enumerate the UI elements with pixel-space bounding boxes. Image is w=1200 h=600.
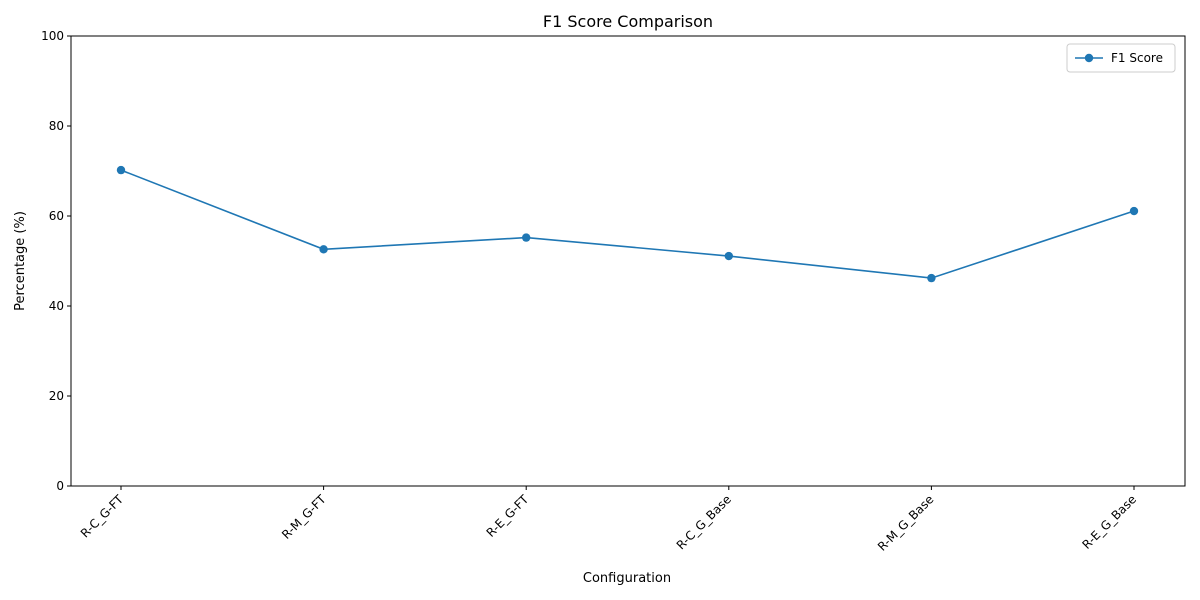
plot-frame <box>70 35 1186 487</box>
x-tick-label: R-E_G_Base <box>1080 492 1140 552</box>
y-tick-label: 80 <box>49 119 64 133</box>
data-point <box>1129 206 1139 216</box>
legend-marker <box>1084 53 1094 63</box>
y-tick-label: 20 <box>49 389 64 403</box>
x-tick-label: R-E_G-FT <box>484 492 532 540</box>
legend-box <box>1066 43 1176 73</box>
y-tick-label: 0 <box>56 479 64 493</box>
legend-label: F1 Score <box>1111 51 1163 65</box>
x-axis-label: Configuration <box>583 571 671 586</box>
x-tick-label: R-M_G-FT <box>279 492 329 542</box>
legend: F1 Score <box>1066 43 1176 73</box>
x-tick-label: R-M_G_Base <box>875 492 937 554</box>
y-tick-label: 100 <box>41 29 64 43</box>
x-axis: R-C_G-FT R-M_G-FT R-E_G-FT R-C_G_Base R-M_G_… <box>78 486 1139 554</box>
chart-title: F1 Score Comparison <box>543 12 713 31</box>
data-point <box>522 233 531 242</box>
data-point <box>927 273 936 283</box>
x-tick-label: R-C_G_Base <box>674 492 734 552</box>
series-line <box>120 169 1135 279</box>
x-tick-label: R-C_G-FT <box>78 492 127 541</box>
y-axis: 0 20 40 60 80 100 <box>41 29 71 493</box>
y-tick-label: 60 <box>49 209 64 223</box>
data-point <box>116 165 126 175</box>
y-tick-label: 40 <box>49 299 64 313</box>
data-point <box>319 245 328 254</box>
series-layer <box>116 165 1139 283</box>
data-point <box>724 251 733 261</box>
y-axis-label: Percentage (%) <box>13 211 28 311</box>
